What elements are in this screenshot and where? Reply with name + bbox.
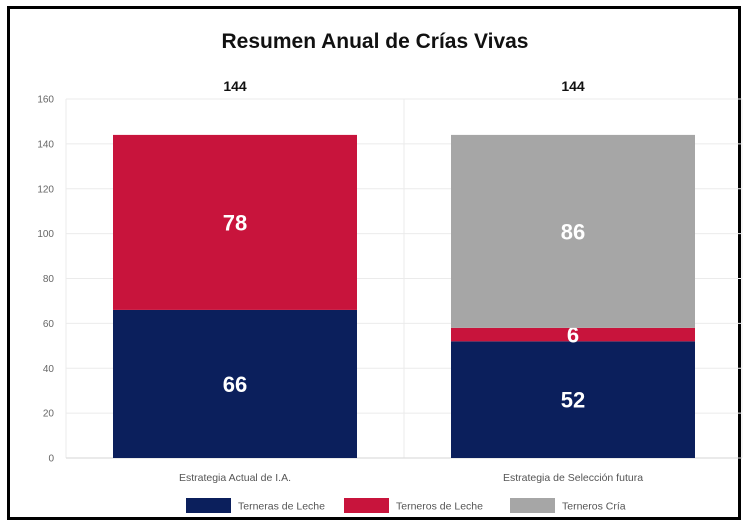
y-tick-label: 80 <box>43 274 55 285</box>
legend-swatch <box>510 498 555 513</box>
bar-segment <box>451 341 695 458</box>
total-label: 144 <box>561 78 585 94</box>
y-tick-label: 60 <box>43 319 55 330</box>
y-tick-label: 0 <box>48 454 54 465</box>
x-tick-label: Estrategia de Selección futura <box>503 472 643 484</box>
y-tick-label: 100 <box>37 229 54 240</box>
data-label: 66 <box>223 372 247 397</box>
y-tick-label: 20 <box>43 409 55 420</box>
data-label: 86 <box>561 219 585 244</box>
bar-segment <box>451 327 695 342</box>
chart-title: Resumen Anual de Crías Vivas <box>221 30 529 53</box>
data-label: 52 <box>561 388 585 413</box>
bar-segment <box>113 134 357 310</box>
legend-label: Terneros de Leche <box>396 501 483 513</box>
bar-segment <box>451 134 695 328</box>
bar-segment <box>113 309 357 458</box>
y-tick-label: 120 <box>37 184 54 195</box>
x-tick-label: Estrategia Actual de I.A. <box>179 472 291 484</box>
total-label: 144 <box>223 78 247 94</box>
y-tick-label: 160 <box>37 95 54 106</box>
legend-swatch <box>344 498 389 513</box>
legend-label: Terneros Cría <box>562 501 626 513</box>
data-label: 6 <box>567 323 579 348</box>
y-tick-label: 40 <box>43 364 55 375</box>
data-label: 78 <box>223 210 247 235</box>
y-tick-label: 140 <box>37 139 54 150</box>
legend-label: Terneras de Leche <box>238 501 325 513</box>
legend-swatch <box>186 498 231 513</box>
